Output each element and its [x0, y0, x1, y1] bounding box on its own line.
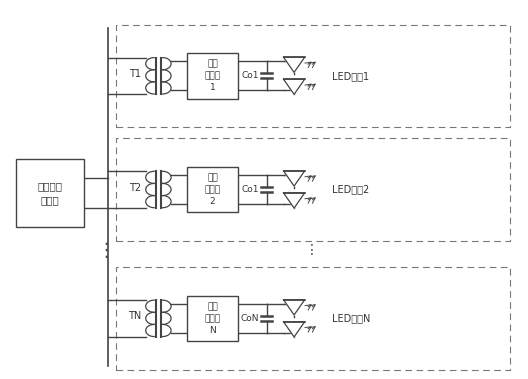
Bar: [116, 25, 510, 127]
Polygon shape: [284, 57, 305, 72]
Text: LED负载2: LED负载2: [332, 185, 370, 194]
Text: 输出
整流器
1: 输出 整流器 1: [204, 60, 221, 92]
Text: TN: TN: [128, 312, 142, 321]
Polygon shape: [284, 79, 305, 94]
Text: ⋮: ⋮: [96, 241, 115, 260]
Polygon shape: [284, 193, 305, 208]
Polygon shape: [284, 300, 305, 315]
Text: T1: T1: [129, 69, 140, 79]
Text: T2: T2: [129, 183, 140, 193]
Text: LED负载N: LED负载N: [332, 313, 371, 323]
Text: ⋮: ⋮: [305, 243, 318, 257]
Polygon shape: [284, 322, 305, 337]
Bar: [16, 159, 84, 227]
Text: Co1: Co1: [241, 185, 259, 194]
Text: 输出
整流器
N: 输出 整流器 N: [204, 302, 221, 335]
Bar: [187, 167, 238, 212]
Bar: [187, 53, 238, 99]
Text: LED负载1: LED负载1: [332, 71, 369, 81]
Text: CoN: CoN: [240, 314, 259, 323]
Polygon shape: [284, 171, 305, 186]
Bar: [187, 296, 238, 341]
Text: Co1: Co1: [241, 71, 259, 80]
Bar: [116, 138, 510, 241]
Text: 输出
整流器
2: 输出 整流器 2: [204, 173, 221, 206]
Bar: [116, 267, 510, 370]
Text: 高频交流
电压源: 高频交流 电压源: [37, 181, 63, 205]
